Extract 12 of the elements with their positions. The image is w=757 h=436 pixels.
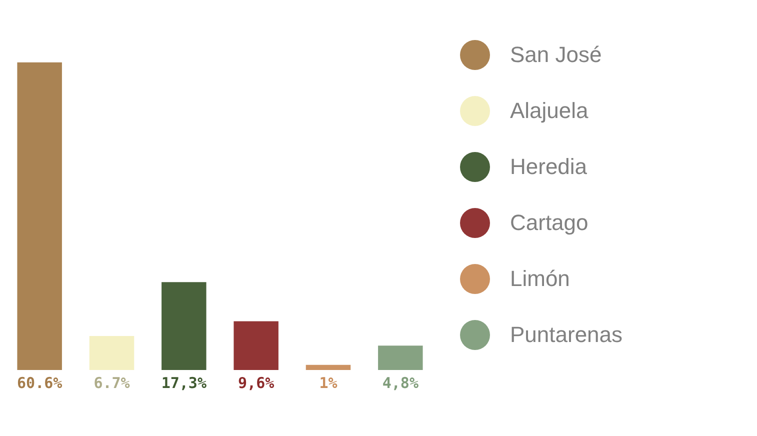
legend-label: Alajuela <box>510 98 590 123</box>
legend-label: Cartago <box>510 210 588 235</box>
legend-label: Limón <box>510 266 570 291</box>
legend-label: Puntarenas <box>510 322 623 347</box>
legend-label: Heredia <box>510 154 588 179</box>
data-label: 17,3% <box>161 374 206 392</box>
legend-label: San José <box>510 42 602 67</box>
data-label: 4,8% <box>382 374 418 392</box>
data-label: 6.7% <box>94 374 130 392</box>
data-label: 60.6% <box>17 374 62 392</box>
data-label: 9,6% <box>238 374 274 392</box>
data-label: 1% <box>319 374 338 392</box>
